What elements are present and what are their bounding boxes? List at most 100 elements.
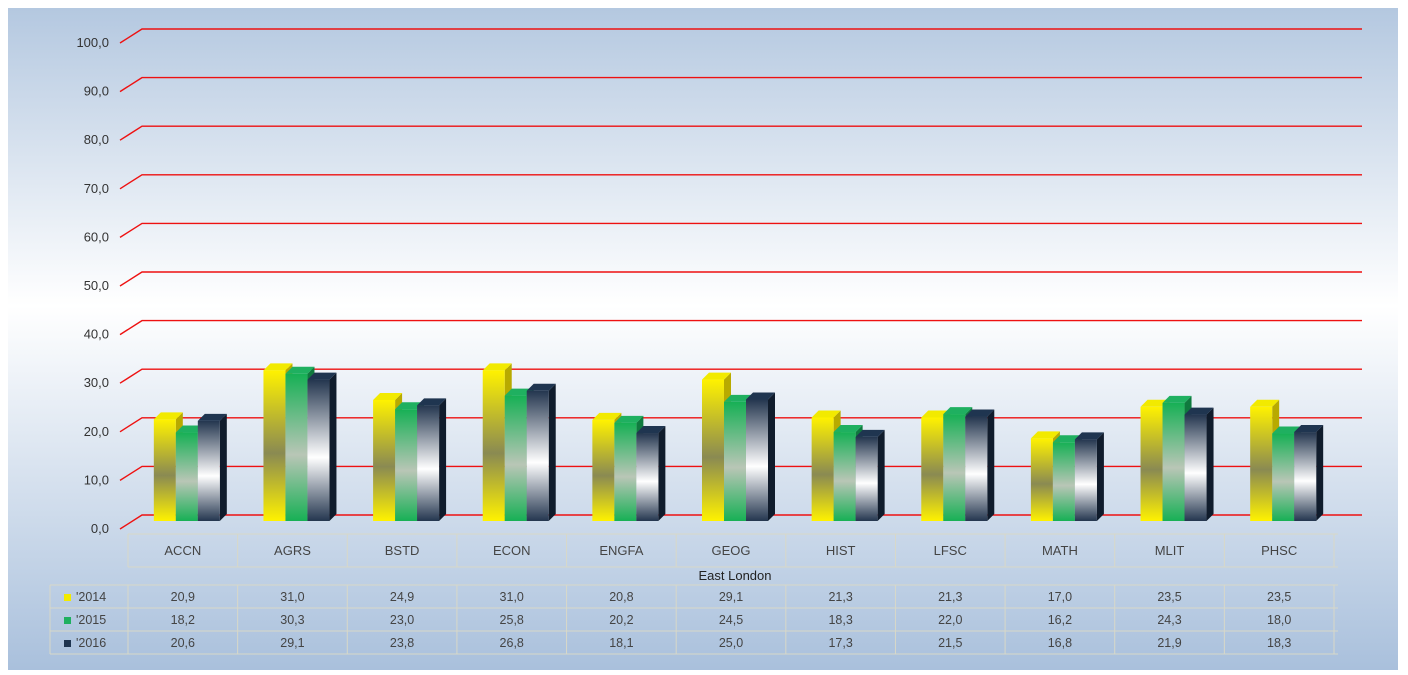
x-tick-label: AGRS: [274, 543, 311, 558]
bar-top-2016-BSTD: [417, 398, 447, 406]
bar-top-2016-MLIT: [1184, 407, 1214, 415]
bar-2016-BSTD: [417, 405, 440, 521]
bar-top-2015-GEOG: [724, 394, 753, 402]
bar-2015-ACCN: [175, 432, 198, 521]
y-tick-label: 100,0: [76, 35, 109, 50]
bar-top-2015-AGRS: [285, 366, 315, 374]
bar-2014-ECON: [482, 370, 505, 521]
bar-2016-ENGFA: [636, 433, 659, 521]
x-tick-label: ACCN: [164, 543, 201, 558]
x-tick-label: ECON: [493, 543, 531, 558]
bar-top-2015-BSTD: [395, 402, 425, 410]
gridlines: [119, 28, 1362, 530]
bar-side-2016-ENGFA: [658, 426, 666, 521]
bar-top-2015-HIST: [833, 425, 863, 433]
table-cell-value: 16,8: [1048, 636, 1072, 650]
table-cell-value: 23,5: [1157, 590, 1181, 604]
table-cell-value: 24,9: [390, 590, 414, 604]
bar-side-2016-GEOG: [768, 392, 775, 521]
bar-side-2016-PHSC: [1316, 425, 1324, 521]
bar-top-2016-ENGFA: [636, 426, 666, 434]
bar-top-2014-BSTD: [373, 392, 403, 400]
table-cell-value: 21,9: [1157, 636, 1181, 650]
y-tick-label: 40,0: [84, 327, 109, 342]
bar-chart: 0,0 10,0 20,0 30,0 40,0 50,0 60,0 70,0 80,0 90,0 1…: [8, 8, 1398, 670]
bar-top-2016-ACCN: [197, 413, 227, 421]
legend-key-2014: [64, 594, 71, 601]
table-cell-value: 17,3: [828, 636, 852, 650]
bar-top-2016-LFSC: [965, 409, 995, 417]
x-tick-label: HIST: [826, 543, 856, 558]
bar-2014-PHSC: [1250, 406, 1273, 521]
table-cell-value: 16,2: [1048, 613, 1072, 627]
bar-top-2015-ENGFA: [614, 415, 644, 423]
bar-top-2014-GEOG: [702, 372, 731, 380]
bar-top-2014-PHSC: [1250, 399, 1280, 407]
table-cell-value: 24,5: [719, 613, 743, 627]
gridline: [119, 28, 1362, 44]
bar-2014-AGRS: [263, 370, 286, 521]
bar-side-2016-MATH: [1096, 432, 1104, 521]
bar-2014-ENGFA: [592, 419, 615, 521]
bar-top-2016-GEOG: [746, 392, 775, 400]
table-cell-value: 18,3: [1267, 636, 1291, 650]
bar-2015-MATH: [1052, 442, 1075, 521]
table-cell-value: 23,5: [1267, 590, 1291, 604]
bar-top-2014-MATH: [1030, 431, 1060, 439]
bar-2016-GEOG: [746, 399, 768, 521]
bar-top-2015-MLIT: [1162, 395, 1192, 403]
legend-label-2014: '2014: [76, 590, 106, 604]
table-cell-value: 25,0: [719, 636, 743, 650]
legend-label-2015: '2015: [76, 613, 106, 627]
gridline: [119, 319, 1362, 336]
gridline: [119, 271, 1362, 287]
x-tick-label: BSTD: [385, 543, 420, 558]
table-cell-value: 29,1: [719, 590, 743, 604]
bar-2016-ACCN: [197, 420, 220, 521]
bar-top-2016-AGRS: [307, 372, 337, 380]
gridline: [119, 125, 1362, 141]
bar-2015-LFSC: [943, 414, 966, 521]
bar-2016-LFSC: [965, 416, 988, 521]
bar-top-2014-ECON: [482, 363, 512, 371]
bar-side-2016-ECON: [548, 383, 556, 521]
y-tick-label: 20,0: [84, 424, 109, 439]
table-cell-value: 30,3: [280, 613, 304, 627]
table-cell-value: 22,0: [938, 613, 962, 627]
x-tick-label: MLIT: [1155, 543, 1185, 558]
bar-top-2015-MATH: [1052, 435, 1082, 443]
bar-2016-HIST: [855, 436, 878, 521]
y-tick-label: 90,0: [84, 84, 109, 99]
bar-2016-PHSC: [1294, 432, 1317, 521]
table-cell-value: 20,2: [609, 613, 633, 627]
table-cell-value: 17,0: [1048, 590, 1072, 604]
bar-2015-HIST: [833, 432, 856, 521]
x-tick-label: PHSC: [1261, 543, 1297, 558]
bar-top-2014-HIST: [811, 410, 841, 418]
table-cell-value: 18,2: [171, 613, 195, 627]
y-tick-label: 30,0: [84, 375, 109, 390]
x-axis-label: East London: [698, 568, 771, 583]
bar-2015-GEOG: [724, 401, 746, 521]
bar-side-2016-ACCN: [219, 413, 227, 521]
table-cell-value: 21,5: [938, 636, 962, 650]
bar-top-2015-ECON: [504, 388, 534, 396]
x-tick-label: LFSC: [934, 543, 967, 558]
bar-2014-BSTD: [373, 399, 396, 521]
gridline: [119, 222, 1362, 238]
bar-top-2016-ECON: [526, 383, 556, 391]
table-cell-value: 24,3: [1157, 613, 1181, 627]
chart-container: 0,0 10,0 20,0 30,0 40,0 50,0 60,0 70,0 80,0 90,0 1…: [8, 8, 1398, 670]
bar-top-2014-ACCN: [153, 412, 183, 420]
bar-top-2015-LFSC: [943, 407, 973, 415]
bar-top-2016-HIST: [855, 429, 885, 437]
table-cell-value: 20,9: [171, 590, 195, 604]
bars: [153, 363, 1324, 521]
y-tick-label: 50,0: [84, 278, 109, 293]
bar-top-2016-PHSC: [1294, 425, 1324, 433]
legend-label-2016: '2016: [76, 636, 106, 650]
bar-top-2015-ACCN: [175, 425, 205, 433]
bar-2015-MLIT: [1162, 402, 1185, 521]
table-cell-value: 21,3: [938, 590, 962, 604]
bar-top-2014-MLIT: [1140, 399, 1170, 407]
